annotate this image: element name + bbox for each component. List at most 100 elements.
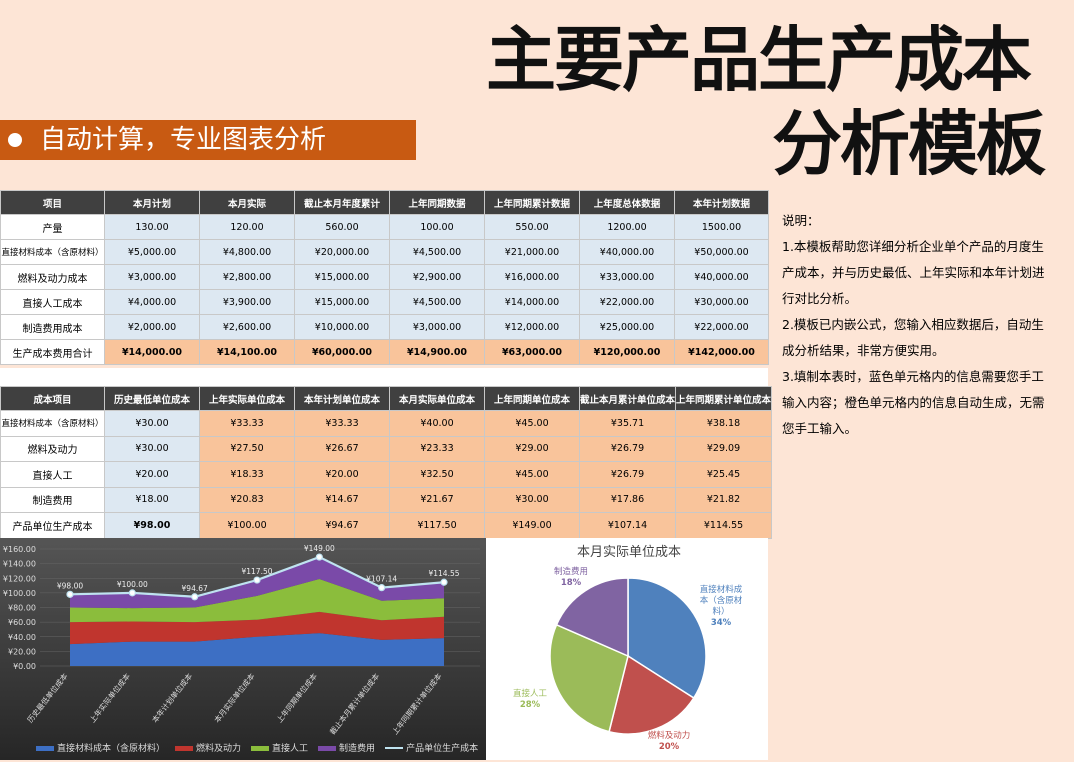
table-cell: ¥29.09 [675, 435, 773, 462]
legend-swatch-icon [385, 747, 404, 749]
table-cell[interactable]: ¥16,000.00 [484, 264, 580, 290]
table-separator [0, 368, 768, 386]
legend-item[interactable]: 直接材料成本（含原材料） [36, 741, 165, 754]
table-cell[interactable]: ¥10,000.00 [294, 314, 390, 340]
legend-swatch-icon [318, 745, 337, 751]
table-cell: ¥60,000.00 [294, 339, 390, 365]
column-header: 上年实际单位成本 [199, 386, 295, 411]
table-cell[interactable]: ¥25,000.00 [579, 314, 675, 340]
table-cell[interactable]: ¥40,000.00 [674, 264, 769, 290]
area-series-1[interactable] [70, 633, 444, 666]
table-cell[interactable]: 1500.00 [674, 214, 769, 240]
data-label: ¥117.50 [241, 567, 272, 576]
table-cell[interactable]: ¥2,000.00 [104, 314, 200, 340]
table-cell[interactable]: ¥2,900.00 [389, 264, 485, 290]
table-cell[interactable]: ¥22,000.00 [674, 314, 769, 340]
pie-slice-label: 本（含原材 [700, 595, 743, 606]
table-cell[interactable]: ¥4,500.00 [389, 289, 485, 315]
table-cell[interactable]: 100.00 [389, 214, 485, 240]
table-cell[interactable]: 1200.00 [579, 214, 675, 240]
table-cell[interactable]: ¥4,800.00 [199, 239, 295, 265]
table-cell[interactable]: ¥20,000.00 [294, 239, 390, 265]
table-cell[interactable]: ¥18.00 [104, 486, 200, 513]
table-cell[interactable]: ¥12,000.00 [484, 314, 580, 340]
total-cost-point[interactable] [253, 576, 261, 584]
pie-slice[interactable] [608, 654, 695, 735]
table-cell[interactable]: ¥4,000.00 [104, 289, 200, 315]
table-cell: ¥38.18 [675, 410, 773, 437]
legend-item[interactable]: 产品单位生产成本 [385, 741, 478, 754]
y-tick-label: ¥100.00 [3, 589, 36, 598]
table-cell[interactable]: ¥3,000.00 [389, 314, 485, 340]
unit-cost-area-chart[interactable]: ¥0.00 ¥20.00 ¥40.00 ¥60.00 ¥80.00 ¥100.00 ¥120… [0, 538, 486, 760]
table-cell[interactable]: ¥15,000.00 [294, 289, 390, 315]
table-cell[interactable]: ¥50,000.00 [674, 239, 769, 265]
table-cell[interactable]: ¥5,000.00 [104, 239, 200, 265]
table-cell: ¥18.33 [199, 461, 295, 488]
table-cell[interactable]: ¥30,000.00 [674, 289, 769, 315]
table-cell: ¥20.00 [294, 461, 390, 488]
table-cell[interactable]: ¥22,000.00 [579, 289, 675, 315]
table-cell: ¥14,000.00 [104, 339, 200, 365]
table-row: 制造费用成本 ¥2,000.00 ¥2,600.00 ¥10,000.00 ¥3,000… [0, 314, 769, 340]
table-row: 直接材料成本（含原材料） ¥30.00 ¥33.33 ¥33.33 ¥40.00 ¥45.… [0, 410, 773, 437]
table-cell[interactable]: 130.00 [104, 214, 200, 240]
feature-banner: 自动计算，专业图表分析 [0, 120, 416, 160]
banner-text: 自动计算，专业图表分析 [40, 125, 327, 155]
instructions-item-1: 1.本模板帮助您详细分析企业单个产品的月度生产成本，并与历史最低、上年实际和本年… [782, 239, 1045, 306]
row-label: 燃料及动力 [0, 435, 105, 462]
table-cell: ¥21.67 [389, 486, 485, 513]
table-cell[interactable]: ¥98.00 [104, 512, 200, 539]
table-cell[interactable]: ¥4,500.00 [389, 239, 485, 265]
table-cell[interactable]: 560.00 [294, 214, 390, 240]
table-cell[interactable]: ¥15,000.00 [294, 264, 390, 290]
pie-slice[interactable] [549, 623, 629, 733]
total-cost-point[interactable] [128, 589, 136, 597]
area-series-2[interactable] [70, 611, 444, 645]
table-cell: ¥33.33 [294, 410, 390, 437]
area-series-3[interactable] [70, 578, 444, 623]
legend-label: 制造费用 [339, 743, 376, 754]
y-tick-label: ¥20.00 [8, 647, 36, 656]
legend-item[interactable]: 直接人工 [251, 741, 308, 754]
pie-slice[interactable] [555, 577, 629, 658]
table-cell[interactable]: ¥21,000.00 [484, 239, 580, 265]
table-cell[interactable]: ¥33,000.00 [579, 264, 675, 290]
table-cell: ¥26.79 [578, 461, 677, 488]
table-cell: ¥17.86 [578, 486, 677, 513]
table-cell: ¥25.45 [675, 461, 773, 488]
legend-swatch-icon [36, 745, 54, 751]
table-cell[interactable]: ¥2,600.00 [199, 314, 295, 340]
legend-item[interactable]: 制造费用 [318, 741, 375, 754]
table-cell: ¥30.00 [484, 486, 580, 513]
total-cost-point[interactable] [378, 584, 386, 592]
table-cell[interactable]: ¥30.00 [104, 435, 200, 462]
legend-item[interactable]: 燃料及动力 [175, 741, 241, 754]
legend-swatch-icon [251, 745, 270, 751]
table-cell: ¥14.67 [294, 486, 390, 513]
pie-slice-percent: 28% [520, 700, 541, 710]
total-cost-point[interactable] [191, 593, 199, 601]
table-cell[interactable]: 120.00 [199, 214, 295, 240]
row-label: 直接人工 [0, 461, 105, 488]
pie-slice-label: 燃料及动力 [648, 730, 691, 741]
table-cell[interactable]: ¥2,800.00 [199, 264, 295, 290]
y-tick-label: ¥160.00 [3, 545, 36, 554]
table-cell[interactable]: ¥40,000.00 [579, 239, 675, 265]
y-tick-label: ¥0.00 [13, 662, 36, 671]
table-cell[interactable]: 550.00 [484, 214, 580, 240]
table-cell: ¥35.71 [578, 410, 677, 437]
total-cost-point[interactable] [440, 578, 448, 586]
table-cell[interactable]: ¥30.00 [104, 410, 200, 437]
table-cell[interactable]: ¥3,900.00 [199, 289, 295, 315]
table-row: 生产成本费用合计 ¥14,000.00 ¥14,100.00 ¥60,000.00 ¥1… [0, 339, 769, 365]
total-cost-point[interactable] [315, 553, 323, 561]
table-cell[interactable]: ¥20.00 [104, 461, 200, 488]
table-cell: ¥29.00 [484, 435, 580, 462]
table-cell[interactable]: ¥3,000.00 [104, 264, 200, 290]
table-cell[interactable]: ¥14,000.00 [484, 289, 580, 315]
table-cell: ¥63,000.00 [484, 339, 580, 365]
total-cost-point[interactable] [66, 590, 74, 598]
